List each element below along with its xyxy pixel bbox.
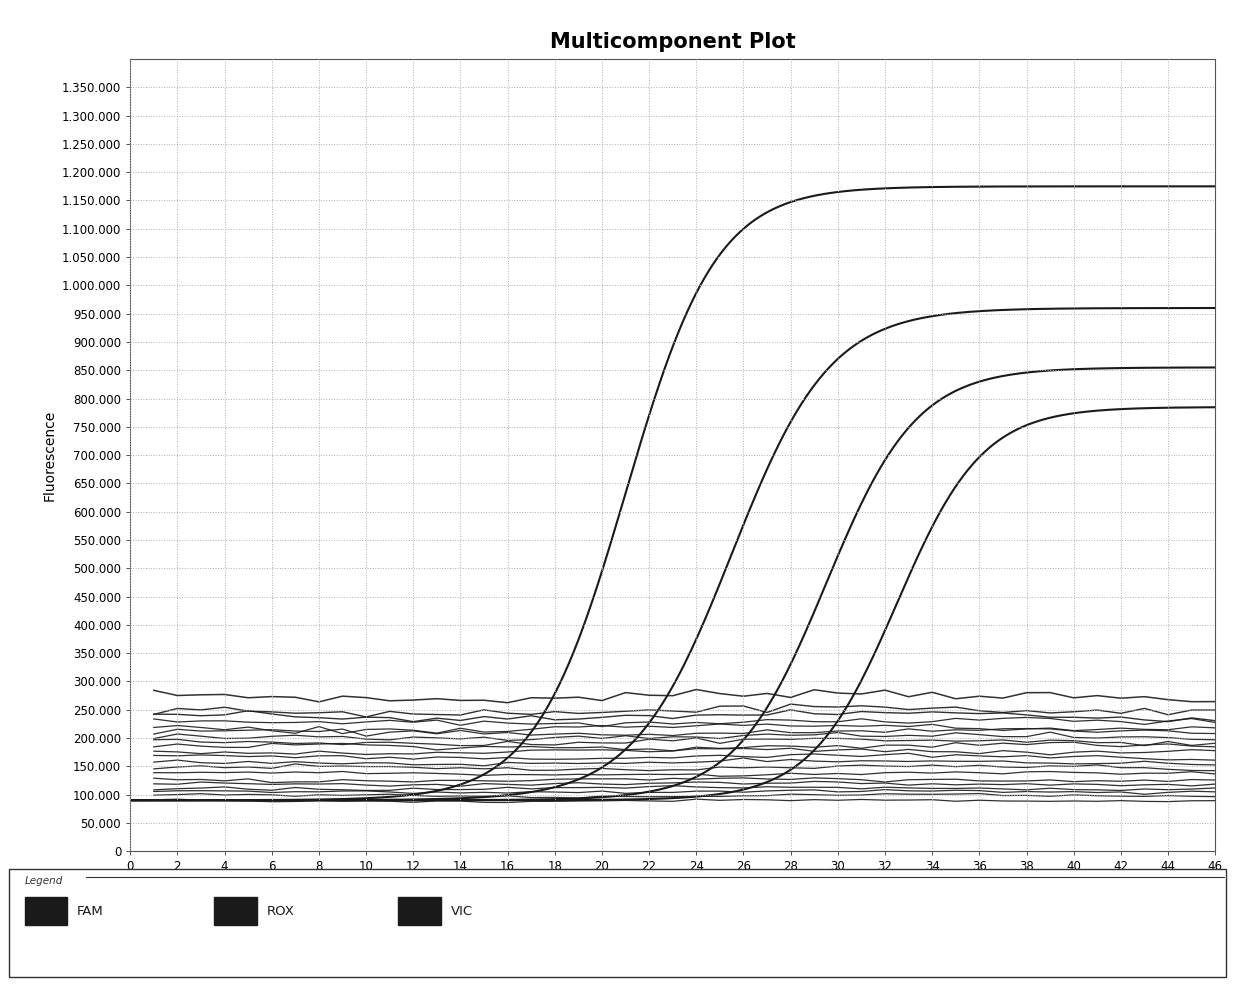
Y-axis label: Fluorescence: Fluorescence — [42, 409, 56, 501]
Bar — [215, 897, 257, 925]
Text: FAM: FAM — [77, 904, 104, 918]
X-axis label: Cycle: Cycle — [653, 879, 692, 892]
Bar — [398, 897, 440, 925]
Text: Legend: Legend — [25, 876, 63, 887]
Text: ROX: ROX — [267, 904, 295, 918]
Text: VIC: VIC — [450, 904, 472, 918]
Title: Multicomponent Plot: Multicomponent Plot — [549, 31, 796, 52]
Bar — [25, 897, 67, 925]
